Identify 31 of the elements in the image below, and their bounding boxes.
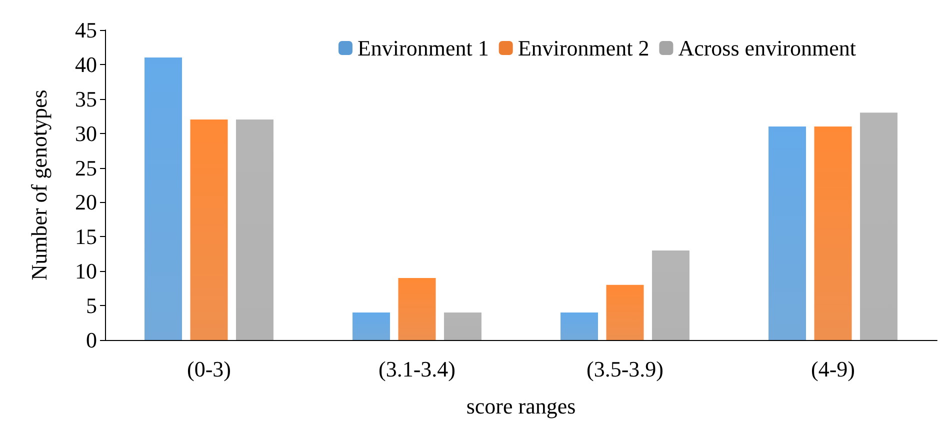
y-tick-label: 20 [75,190,97,215]
bar [606,284,644,340]
bar [860,112,898,340]
y-tick-label: 40 [75,52,97,77]
bar [398,278,436,340]
y-tick-label: 10 [75,258,97,284]
x-tick-label: (0-3) [187,356,231,382]
y-tick-label: 15 [75,224,97,250]
y-tick-label: 0 [86,328,97,352]
y-tick-label: 5 [86,293,97,318]
bar [352,312,390,340]
y-tick-label: 35 [75,86,97,112]
bar [144,58,182,340]
legend-label: Across environment [678,36,856,60]
bar [236,120,274,340]
bar [190,120,228,340]
y-axis-title: Number of genotypes [26,90,52,280]
x-axis-title: score ranges [466,394,576,418]
bar [652,250,690,340]
x-tick-label: (3.5-3.9) [586,356,664,382]
legend-label: Environment 2 [518,36,650,60]
y-tick-label: 45 [75,18,97,42]
x-tick-label: (4-9) [811,356,855,382]
bar [444,312,482,340]
bar [814,126,852,340]
x-tick-label: (3.1-3.4) [378,356,456,382]
bar [560,312,598,340]
y-tick-label: 30 [75,120,97,146]
legend-label: Environment 1 [357,36,489,60]
bar [768,126,806,340]
y-tick-label: 25 [75,155,97,180]
